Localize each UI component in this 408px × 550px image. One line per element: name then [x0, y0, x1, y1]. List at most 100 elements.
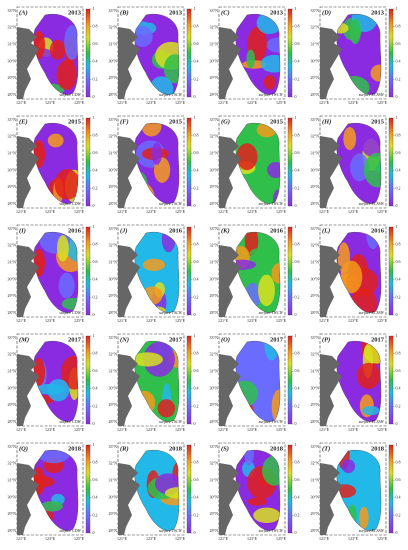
lat-tick-label: 28°N	[311, 419, 320, 424]
panel-label: (P)	[322, 336, 330, 343]
colorbar-tick-label: 0.4	[194, 59, 199, 64]
coast	[17, 136, 39, 208]
panel-year: 2013	[68, 9, 82, 16]
colorbar-tick-label: 0.2	[93, 403, 98, 408]
panel-year: 2018	[68, 445, 82, 452]
lon-tick-label: 123°E	[247, 100, 258, 105]
colorbar-tick-label: 0.4	[93, 495, 98, 500]
lon-tick-label: 123°E	[348, 427, 359, 432]
lat-tick-label: 28°N	[210, 419, 219, 424]
colorbar-tick-label: 0.2	[194, 294, 199, 299]
lat-tick-label: 29°N	[109, 184, 118, 189]
panel: (B) 2013 surface TSCW 33°N 32°N 31°N 30°N 29°N 2…	[109, 6, 199, 105]
colorbar-tick-label: 0.6	[396, 259, 401, 264]
colorbar-tick-label: 0.6	[295, 477, 300, 482]
panel-year: 2013	[270, 9, 284, 16]
water-mass-label: surface ECSSW	[359, 92, 385, 97]
colorbar	[186, 117, 192, 207]
colorbar	[388, 335, 394, 425]
lat-tick-label: 29°N	[210, 184, 219, 189]
lat-tick-label: 31°N	[311, 42, 320, 47]
lon-tick-label: 123°E	[146, 209, 157, 214]
lat-tick-label: 33°N	[311, 117, 320, 122]
lon-tick-label: 123°E	[247, 209, 258, 214]
lat-tick-label: 33°N	[311, 8, 320, 13]
field-patch	[336, 22, 349, 34]
panel: (J) 2016 surface TSCW 33°N 32°N 31°N 30°N 29°N 2…	[109, 224, 199, 323]
panel: (K) 2016 surface TWCW 33°N 32°N 31°N 30°N 29°N 2…	[210, 224, 300, 323]
lat-tick-label: 28°N	[8, 201, 17, 206]
colorbar-tick-label: 0	[396, 94, 398, 99]
field-patch	[271, 263, 280, 284]
field	[33, 341, 78, 422]
panel-year: 2017	[270, 336, 284, 343]
coast	[320, 27, 342, 99]
colorbar-tick-label: 0.4	[194, 386, 199, 391]
lon-tick-label: 125°E	[276, 209, 287, 214]
water-mass-label: surface ECSSW	[359, 201, 385, 206]
coast	[17, 463, 39, 535]
colorbar-tick-label: 0.4	[194, 495, 199, 500]
lat-tick-label: 31°N	[311, 478, 320, 483]
water-mass-label: surface CDW	[59, 201, 81, 206]
colorbar-tick-label: 1	[396, 442, 398, 447]
colorbar-tick-label: 0.8	[194, 242, 199, 247]
colorbar-tick-label: 0	[295, 94, 297, 99]
lon-tick-label: 123°E	[146, 427, 157, 432]
lat-tick-label: 33°N	[210, 117, 219, 122]
lat-tick-label: 33°N	[210, 335, 219, 340]
colorbar-tick-label: 0.6	[295, 41, 300, 46]
lat-tick-label: 31°N	[109, 369, 118, 374]
field-patch	[266, 37, 280, 53]
colorbar-tick-label: 0.4	[194, 168, 199, 173]
colorbar-tick-label: 0	[194, 312, 196, 317]
lon-tick-label: 125°E	[276, 427, 287, 432]
lon-tick-label: 121°E	[16, 536, 27, 541]
panel-year: 2013	[169, 9, 183, 16]
panel-label: (E)	[19, 118, 28, 125]
lat-tick-label: 29°N	[210, 293, 219, 298]
lat-tick-label: 30°N	[109, 58, 118, 63]
lat-tick-label: 32°N	[109, 461, 118, 466]
field-patch	[40, 501, 64, 512]
lon-tick-label: 123°E	[45, 536, 56, 541]
lon-tick-label: 121°E	[117, 536, 128, 541]
colorbar-tick-label: 0.8	[295, 242, 300, 247]
panel-year: 2016	[270, 227, 284, 234]
colorbar	[186, 8, 192, 98]
field-patch	[341, 459, 356, 474]
lat-tick-label: 30°N	[109, 276, 118, 281]
field-patch	[266, 161, 280, 178]
lon-tick-label: 121°E	[319, 318, 330, 323]
lat-tick-label: 31°N	[210, 151, 219, 156]
lat-tick-label: 29°N	[109, 293, 118, 298]
lat-tick-label: 28°N	[311, 528, 320, 533]
colorbar-tick-label: 0	[194, 530, 196, 535]
colorbar-tick-label: 0.8	[396, 133, 401, 138]
coast	[320, 245, 342, 317]
colorbar-tick-label: 1	[396, 6, 398, 11]
field-patch	[356, 362, 381, 389]
colorbar	[287, 117, 293, 207]
lat-tick-label: 32°N	[210, 461, 219, 466]
lat-tick-label: 32°N	[8, 243, 17, 248]
lat-tick-label: 29°N	[109, 402, 118, 407]
water-mass-label: surface CDW	[59, 92, 81, 97]
lat-tick-label: 30°N	[311, 385, 320, 390]
colorbar-tick-label: 0.6	[93, 150, 98, 155]
colorbar-tick-label: 0.8	[93, 351, 98, 356]
lat-tick-label: 28°N	[8, 92, 17, 97]
water-mass-label: surface CDW	[59, 419, 81, 424]
panel-year: 2016	[169, 227, 183, 234]
colorbar	[287, 226, 293, 316]
panel-label: (B)	[120, 9, 129, 16]
lon-tick-label: 125°E	[74, 536, 85, 541]
field-patch	[64, 25, 78, 60]
lat-tick-label: 32°N	[210, 25, 219, 30]
field-patch	[57, 235, 69, 262]
water-mass-label: surface CDW	[59, 310, 81, 315]
lat-tick-label: 29°N	[210, 75, 219, 80]
colorbar-tick-label: 1	[295, 333, 297, 338]
field-patch	[246, 49, 255, 69]
colorbar-tick-label: 0.2	[295, 512, 300, 517]
